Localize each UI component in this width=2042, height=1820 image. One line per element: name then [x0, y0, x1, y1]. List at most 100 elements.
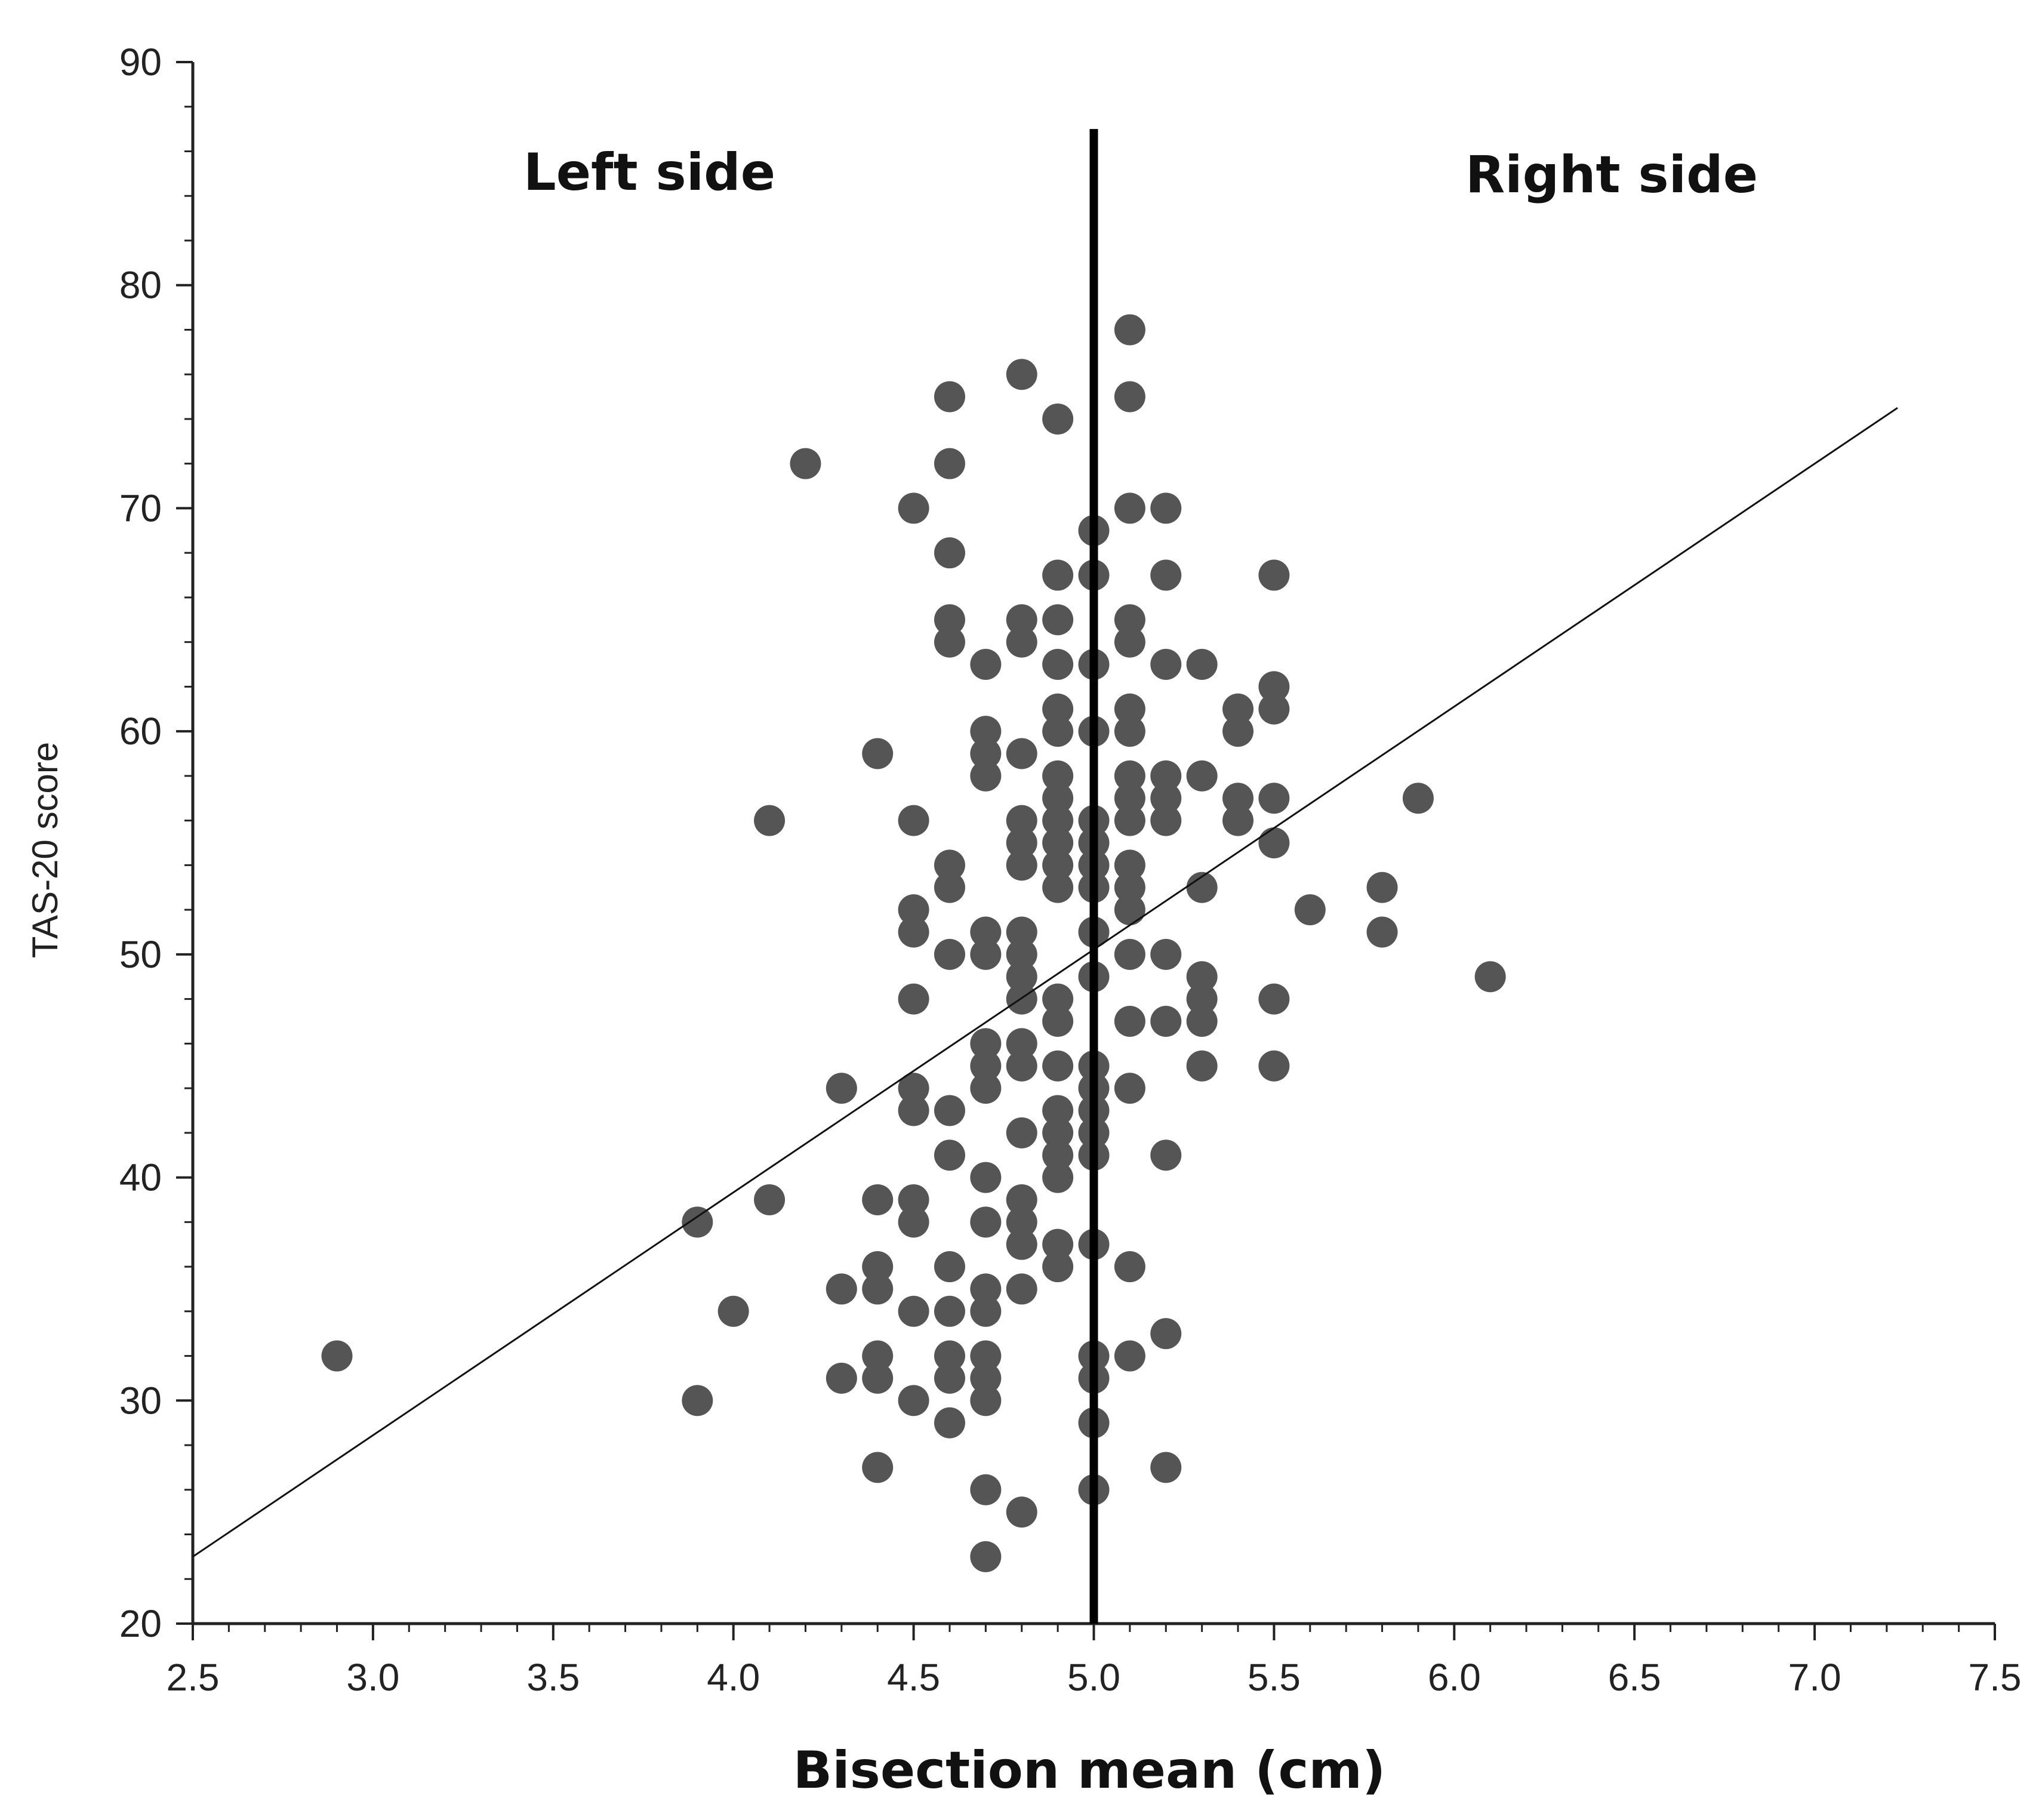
data-point	[1150, 1140, 1182, 1171]
data-point	[970, 1340, 1002, 1372]
data-point	[934, 1340, 965, 1372]
data-point	[1006, 604, 1037, 636]
y-tick-label: 20	[119, 1602, 162, 1645]
data-point	[1042, 1228, 1074, 1260]
y-tick-label: 30	[119, 1379, 162, 1422]
data-point	[970, 1362, 1002, 1394]
data-point	[1114, 783, 1145, 814]
data-point	[1114, 1251, 1145, 1283]
data-point	[1150, 1452, 1182, 1483]
data-point	[790, 448, 821, 479]
y-tick-label: 80	[119, 264, 162, 307]
y-tick-label: 60	[119, 710, 162, 753]
data-point	[1006, 961, 1037, 993]
data-point	[1114, 716, 1145, 747]
data-point	[1186, 1050, 1218, 1082]
data-point	[1042, 1050, 1074, 1082]
data-point	[1222, 693, 1254, 725]
y-tick-label: 50	[119, 933, 162, 976]
data-point	[1042, 783, 1074, 814]
data-point	[1042, 1162, 1074, 1193]
data-point	[1222, 805, 1254, 836]
data-point	[934, 448, 965, 479]
data-point	[862, 1452, 894, 1483]
data-point	[1042, 1005, 1074, 1037]
data-point	[898, 492, 929, 524]
data-point	[970, 1050, 1002, 1082]
data-point	[862, 1273, 894, 1305]
data-point	[1186, 983, 1218, 1015]
data-point	[1006, 626, 1037, 658]
data-point	[934, 1407, 965, 1439]
data-point	[1222, 716, 1254, 747]
data-point	[970, 716, 1002, 747]
data-point	[1186, 871, 1218, 903]
data-point	[1114, 604, 1145, 636]
data-point	[970, 1385, 1002, 1416]
data-point	[934, 1140, 965, 1171]
data-point	[1006, 1496, 1037, 1528]
data-point	[754, 805, 786, 836]
data-point	[934, 537, 965, 569]
data-point	[1258, 983, 1290, 1015]
data-point	[1366, 871, 1398, 903]
data-point	[1006, 1228, 1037, 1260]
data-point	[1006, 1028, 1037, 1060]
data-point	[1114, 1073, 1145, 1104]
data-point	[682, 1385, 713, 1416]
data-point	[1114, 760, 1145, 792]
data-point	[970, 1206, 1002, 1238]
data-point	[898, 1385, 929, 1416]
data-point	[898, 916, 929, 948]
data-point	[1042, 849, 1074, 881]
y-tick-label: 70	[119, 486, 162, 529]
data-point	[1150, 649, 1182, 680]
data-point	[862, 1184, 894, 1215]
data-point	[1114, 381, 1145, 412]
data-point	[1258, 693, 1290, 725]
x-tick-label: 3.5	[526, 1656, 580, 1699]
data-point	[826, 1362, 857, 1394]
data-point	[1042, 1095, 1074, 1126]
data-point	[1006, 938, 1037, 970]
y-tick-label: 40	[119, 1156, 162, 1199]
region-label-right: Right side	[1465, 145, 1758, 205]
data-point	[970, 1273, 1002, 1305]
axes: 2.5 3.0 3.5 4.0 4.5 5.0 5.5 6.0 6.5 7.0 7.5 20 30 40 5…	[119, 41, 2022, 1699]
data-point	[970, 1028, 1002, 1060]
data-point	[1150, 760, 1182, 792]
data-point	[970, 1073, 1002, 1104]
data-point	[1114, 805, 1145, 836]
data-point	[1114, 894, 1145, 926]
data-point	[898, 805, 929, 836]
data-point	[970, 760, 1002, 792]
data-point	[862, 1251, 894, 1283]
data-point	[1186, 961, 1218, 993]
chart-lines	[192, 129, 1898, 1624]
data-point	[826, 1273, 857, 1305]
data-point	[1366, 916, 1398, 948]
y-tick-label: 90	[119, 41, 162, 84]
data-point	[934, 626, 965, 658]
data-point	[1294, 894, 1326, 926]
data-point	[898, 1206, 929, 1238]
data-point	[898, 983, 929, 1015]
data-point	[1006, 849, 1037, 881]
data-point	[1150, 1005, 1182, 1037]
data-point	[934, 871, 965, 903]
data-point	[898, 894, 929, 926]
data-point	[1150, 783, 1182, 814]
data-point	[1114, 626, 1145, 658]
data-point	[1042, 559, 1074, 591]
data-point	[1258, 1050, 1290, 1082]
x-tick-label: 5.5	[1248, 1656, 1301, 1699]
data-point	[898, 1095, 929, 1126]
data-point	[1042, 693, 1074, 725]
data-point	[1042, 871, 1074, 903]
data-point	[1186, 760, 1218, 792]
data-point	[1006, 359, 1037, 390]
x-tick-label: 6.0	[1428, 1656, 1481, 1699]
data-point	[1150, 492, 1182, 524]
data-point	[1186, 649, 1218, 680]
data-point	[934, 938, 965, 970]
